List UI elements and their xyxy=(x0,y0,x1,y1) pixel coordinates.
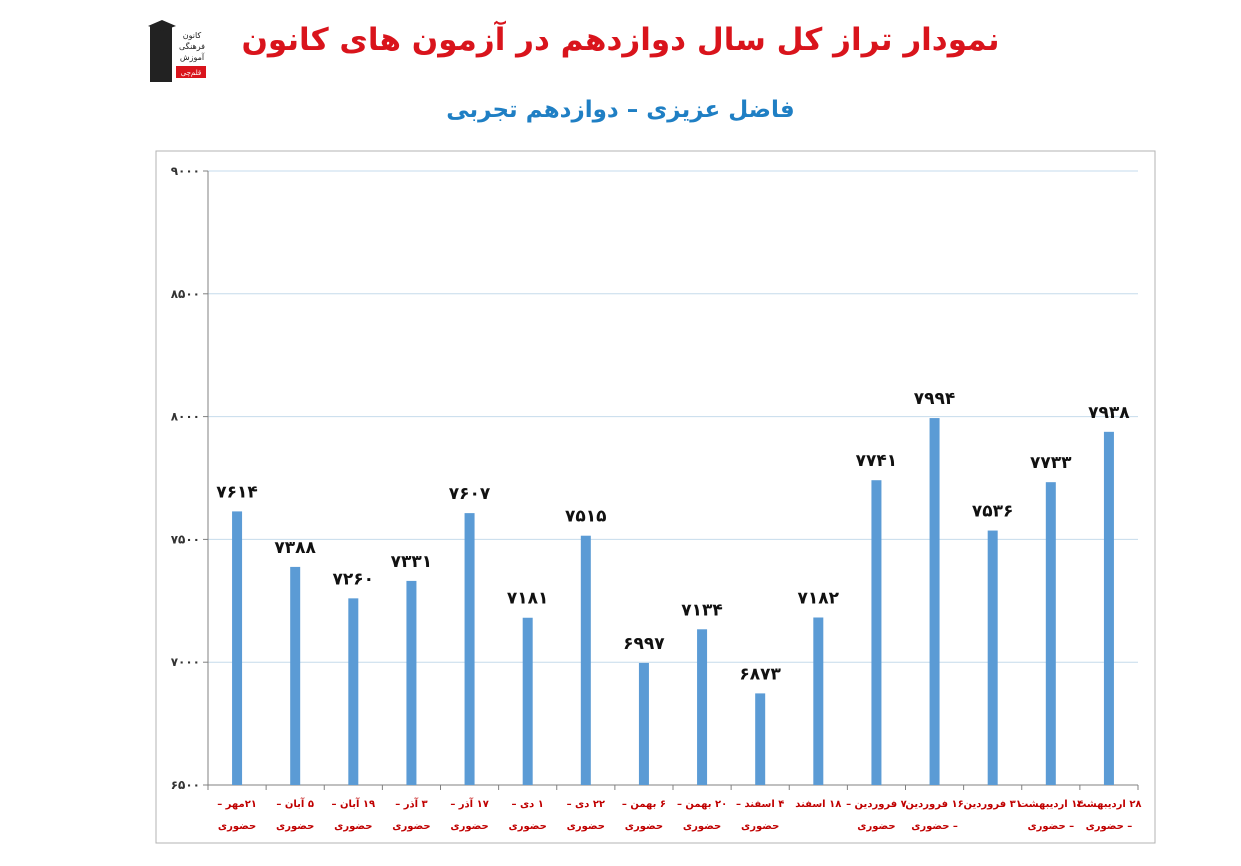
bar xyxy=(580,535,591,785)
bars xyxy=(232,418,1114,785)
data-labels: ۷۶۱۴ ۷۳۸۸ ۷۲۶۰ ۷۳۳۱ ۷۶۰۷ ۷۱۸۱ ۷۵۱۵ ۶۹۹۷ ۷۱۳۴ ۶۸۷۳… xyxy=(216,389,1130,684)
x-tick-label: ۳۱ فروردین xyxy=(964,799,1022,810)
data-label: ۷۱۳۴ xyxy=(681,600,723,620)
y-tick-label: ۸۵۰۰ xyxy=(171,287,200,301)
x-tick-label: حضوری xyxy=(857,821,895,832)
x-tick-label: – حضوری xyxy=(1086,821,1133,832)
data-label: ۷۵۳۶ xyxy=(972,502,1014,522)
x-tick-label: حضوری xyxy=(741,821,779,832)
x-tick-label: ۱۸ اسفند xyxy=(795,799,841,810)
bar xyxy=(813,617,824,785)
bar xyxy=(348,598,359,785)
bar xyxy=(522,617,533,785)
bar xyxy=(638,662,649,785)
x-tick-label: حضوری xyxy=(218,821,256,832)
x-tick-label: – حضوری xyxy=(1027,821,1074,832)
y-axis: ۶۵۰۰ ۷۰۰۰ ۷۵۰۰ ۸۰۰۰ ۸۵۰۰ ۹۰۰۰ xyxy=(171,164,1138,792)
data-label: ۷۱۸۲ xyxy=(798,589,840,609)
bar xyxy=(871,480,882,785)
chart-title: نمودار تراز کل سال دوازدهم در آزمون های … xyxy=(241,22,1000,58)
x-tick-label: ۱۴ اردیبهشت xyxy=(1018,799,1083,810)
data-label: ۷۳۳۱ xyxy=(391,552,433,572)
logo-figure xyxy=(150,26,172,82)
data-label: ۷۷۳۳ xyxy=(1030,453,1072,473)
bar xyxy=(697,629,708,785)
bar xyxy=(464,513,475,785)
x-tick-label: حضوری xyxy=(392,821,430,832)
x-tick-label: ۳ آذر – xyxy=(395,797,427,810)
bar xyxy=(406,580,417,785)
data-label: ۷۵۱۵ xyxy=(565,507,607,527)
x-tick-label: ۱۹ آبان – xyxy=(331,797,375,810)
data-label: ۶۸۷۳ xyxy=(739,664,781,684)
logo-badge-text: قلم‌چی xyxy=(181,69,201,77)
x-tick-label: ۵ آبان – xyxy=(276,797,314,810)
x-tick-label: ۲۸ اردیبهشت xyxy=(1076,799,1141,810)
bar xyxy=(1103,431,1114,785)
y-tick-label: ۹۰۰۰ xyxy=(171,164,200,178)
y-tick-label: ۶۵۰۰ xyxy=(171,778,200,792)
x-tick-label: ۷ فروردین – xyxy=(846,799,907,810)
x-tick-label: ۶ بهمن – xyxy=(622,799,666,810)
x-tick-label: ۱۶ فروردین xyxy=(905,799,963,810)
x-tick-label: حضوری xyxy=(276,821,314,832)
kanoon-logo: کانون فرهنگی آموزش قلم‌چی xyxy=(148,20,206,82)
x-tick-label: ۱۷ آذر – xyxy=(450,797,489,810)
x-axis: ۲۱مهر – حضوری ۵ آبان – حضوری ۱۹ آبان – حضوری ۳… xyxy=(207,785,1142,832)
chart-frame xyxy=(155,150,1156,844)
y-tick-label: ۸۰۰۰ xyxy=(171,410,200,424)
x-tick-label: ۲۲ دی – xyxy=(567,799,605,810)
data-label: ۷۶۰۷ xyxy=(449,484,491,504)
chart-subtitle: فاضل عزیزی – دوازدهم تجربی xyxy=(446,97,795,123)
logo-text-1: کانون xyxy=(183,31,202,40)
data-label: ۷۲۶۰ xyxy=(333,569,375,589)
bar xyxy=(290,566,301,785)
logo-cap xyxy=(148,20,176,31)
data-label: ۷۳۸۸ xyxy=(274,538,316,558)
logo-text-2: فرهنگی xyxy=(179,41,205,51)
x-tick-label: حضوری xyxy=(625,821,663,832)
x-tick-label: ۱ دی – xyxy=(512,799,544,810)
x-tick-label: ۲۰ بهمن – xyxy=(677,799,727,810)
x-tick-label: – حضوری xyxy=(911,821,958,832)
x-tick-label: حضوری xyxy=(567,821,605,832)
x-tick-label: حضوری xyxy=(334,821,372,832)
bar xyxy=(232,511,243,785)
y-tick-label: ۷۵۰۰ xyxy=(171,532,200,546)
x-tick-label: حضوری xyxy=(509,821,547,832)
data-label: ۷۹۳۸ xyxy=(1088,403,1130,423)
x-tick-label: حضوری xyxy=(450,821,488,832)
bar xyxy=(929,418,940,785)
data-label: ۷۷۴۱ xyxy=(856,451,898,471)
logo-text-3: آموزش xyxy=(180,52,205,62)
y-tick-label: ۷۰۰۰ xyxy=(171,655,200,669)
bar xyxy=(1045,482,1056,785)
data-label: ۶۹۹۷ xyxy=(623,634,665,654)
x-tick-label: حضوری xyxy=(683,821,721,832)
grid xyxy=(208,170,1138,786)
bar xyxy=(987,530,998,785)
data-label: ۷۱۸۱ xyxy=(507,589,549,609)
data-label: ۷۶۱۴ xyxy=(216,482,258,502)
x-tick-label: ۲۱مهر – xyxy=(217,799,257,810)
data-label: ۷۹۹۴ xyxy=(914,389,956,409)
bar xyxy=(755,693,766,785)
logo-badge xyxy=(176,66,206,78)
x-tick-label: ۴ اسفند – xyxy=(736,799,784,810)
